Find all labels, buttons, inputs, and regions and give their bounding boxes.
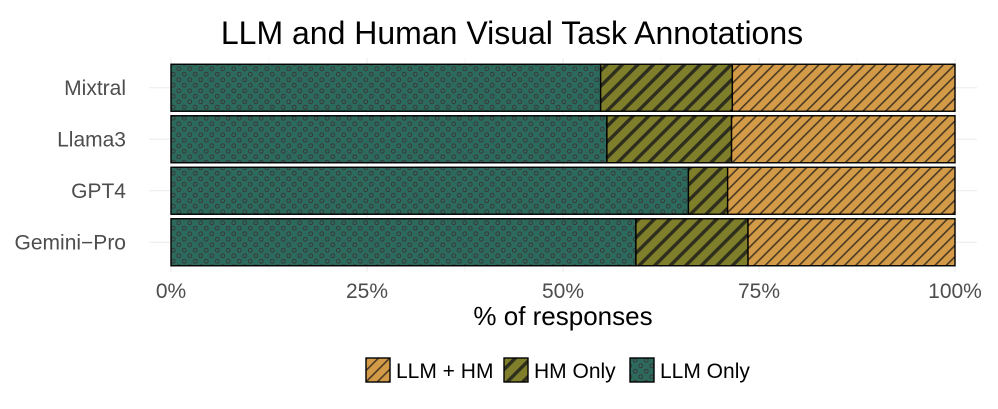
x-axis-tick-labels: 0% 25% 50% 75% 100%	[156, 280, 982, 303]
legend-label: LLM + HM	[396, 360, 493, 383]
bar-segment-llm-only	[170, 115, 608, 164]
bar-segment-llm-only	[170, 63, 602, 112]
bars	[170, 63, 956, 267]
x-tick-label: 0%	[156, 280, 186, 303]
legend-key	[503, 357, 529, 383]
bar-segment-llm-only	[170, 166, 690, 215]
bar-segment-hm-only	[606, 115, 733, 164]
bar-segment-hm-only	[687, 166, 729, 215]
bar-segment-llm-hm	[726, 166, 956, 215]
bar-segment-hm-only	[599, 63, 734, 112]
legend: LLM + HM HM Only LLM Only	[365, 357, 750, 383]
x-tick-label: 100%	[928, 280, 982, 303]
bar-segment-llm-hm	[747, 218, 956, 267]
x-tick-label: 50%	[542, 280, 584, 303]
x-axis-title: % of responses	[473, 301, 652, 331]
bar-segment-llm-only	[170, 218, 637, 267]
legend-key	[365, 357, 391, 383]
legend-label: LLM Only	[660, 360, 750, 383]
chart-title: LLM and Human Visual Task Annotations	[221, 15, 803, 51]
y-tick-label: GPT4	[71, 180, 126, 203]
y-tick-label: Llama3	[57, 128, 126, 151]
bar-segment-llm-hm	[731, 63, 956, 112]
x-tick-label: 25%	[346, 280, 388, 303]
y-tick-label: Gemini−Pro	[15, 231, 126, 254]
y-tick-label: Mixtral	[64, 77, 126, 100]
bar-segment-hm-only	[635, 218, 749, 267]
x-tick-label: 75%	[738, 280, 780, 303]
legend-key	[629, 357, 655, 383]
y-axis-labels: Mixtral Llama3 GPT4 Gemini−Pro	[15, 77, 127, 255]
legend-label: HM Only	[534, 360, 616, 383]
bar-segment-llm-hm	[730, 115, 956, 164]
